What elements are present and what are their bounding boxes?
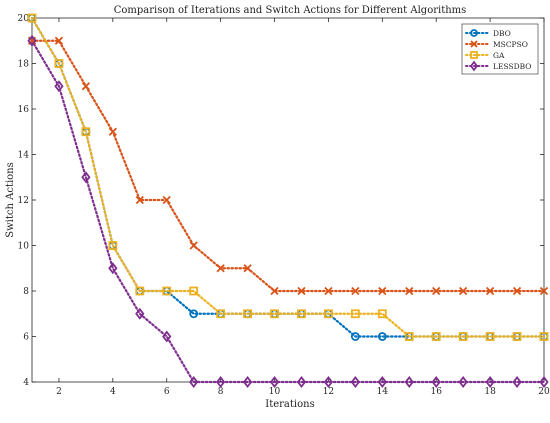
- data-point-lessdbo: [54, 80, 64, 93]
- x-tick-label: 8: [218, 387, 224, 397]
- data-point-lessdbo: [135, 307, 145, 320]
- x-tick-label: 14: [377, 387, 389, 397]
- data-point-mscpso: [108, 127, 117, 136]
- data-point-mscpso: [270, 286, 279, 296]
- data-point-ga: [458, 332, 468, 341]
- data-point-mscpso: [162, 195, 171, 205]
- legend-marker-mscpso: [470, 40, 478, 48]
- legend-label-lessdbo: LESSDBO: [493, 62, 531, 71]
- legend-label-dbo: DBO: [493, 29, 511, 38]
- legend-marker-lessdbo: [469, 60, 479, 72]
- data-point-dbo: [350, 332, 360, 341]
- data-point-ga: [539, 332, 549, 341]
- x-tick-label: 4: [110, 387, 116, 397]
- data-point-lessdbo: [269, 375, 280, 389]
- x-tick-label: 10: [269, 387, 281, 397]
- data-point-mscpso: [81, 82, 91, 91]
- legend-marker-ga: [470, 51, 478, 59]
- y-tick-label: 8: [23, 287, 29, 297]
- y-tick-label: 14: [18, 151, 30, 161]
- data-point-lessdbo: [377, 375, 387, 389]
- data-point-ga: [162, 286, 172, 296]
- data-point-mscpso: [135, 195, 144, 205]
- data-point-lessdbo: [296, 375, 307, 389]
- legend: DBO MSCPSO GA LESSDBO: [461, 23, 539, 75]
- data-point-lessdbo: [162, 330, 172, 343]
- x-tick-label: 20: [538, 387, 550, 397]
- y-tick-label: 16: [18, 105, 30, 115]
- data-point-mscpso: [539, 286, 549, 296]
- x-axis-label: Iterations: [265, 399, 314, 410]
- data-point-lessdbo: [108, 262, 118, 275]
- data-point-ga: [297, 309, 306, 319]
- x-tick-label: 12: [323, 387, 334, 397]
- y-tick-label: 12: [18, 196, 29, 206]
- data-point-dbo: [377, 332, 387, 341]
- data-point-mscpso: [216, 264, 225, 273]
- data-point-lessdbo: [485, 375, 495, 389]
- data-point-ga: [54, 59, 64, 68]
- x-tick-label: 6: [164, 387, 170, 397]
- y-axis-label: Switch Actions: [5, 162, 16, 237]
- data-point-mscpso: [189, 241, 198, 250]
- data-point-ga: [243, 309, 252, 319]
- data-point-mscpso: [512, 286, 522, 296]
- data-point-lessdbo: [242, 375, 253, 389]
- y-tick-label: 20: [18, 14, 30, 24]
- data-point-mscpso: [485, 286, 495, 296]
- data-point-ga: [324, 309, 333, 319]
- data-point-mscpso: [405, 286, 414, 296]
- data-point-lessdbo: [458, 375, 468, 389]
- data-point-lessdbo: [27, 34, 37, 47]
- data-point-mscpso: [324, 286, 333, 296]
- data-point-lessdbo: [431, 375, 441, 389]
- data-point-ga: [27, 13, 37, 23]
- x-tick-label: 2: [56, 387, 62, 397]
- y-tick-label: 6: [23, 333, 29, 343]
- data-point-mscpso: [459, 286, 468, 296]
- legend-label-ga: GA: [493, 51, 505, 60]
- data-point-lessdbo: [539, 375, 549, 389]
- data-point-ga: [270, 309, 279, 319]
- data-point-lessdbo: [350, 375, 361, 389]
- data-point-ga: [216, 309, 226, 319]
- chart-title: Comparison of Iterations and Switch Acti…: [114, 5, 467, 16]
- legend-marker-dbo: [470, 29, 478, 37]
- data-point-lessdbo: [189, 375, 199, 389]
- data-point-mscpso: [297, 286, 306, 296]
- data-point-mscpso: [54, 36, 64, 45]
- series-line-mscpso: [30, 39, 546, 293]
- data-point-mscpso: [432, 286, 441, 296]
- data-point-mscpso: [351, 286, 360, 296]
- data-point-mscpso: [378, 286, 387, 296]
- data-point-ga: [135, 286, 145, 296]
- data-point-ga: [512, 332, 522, 341]
- data-point-lessdbo: [81, 171, 91, 184]
- y-tick-label: 4: [23, 378, 29, 388]
- legend-label-mscpso: MSCPSO: [493, 40, 528, 49]
- data-point-ga: [350, 309, 360, 319]
- data-point-dbo: [189, 309, 199, 319]
- data-point-lessdbo: [215, 375, 226, 389]
- series-line-ga: [30, 16, 546, 338]
- y-tick-label: 10: [18, 242, 30, 252]
- x-tick-label: 18: [484, 387, 496, 397]
- data-point-ga: [485, 332, 495, 341]
- data-point-ga: [377, 309, 387, 319]
- data-point-mscpso: [243, 264, 252, 273]
- data-point-ga: [108, 241, 118, 250]
- data-point-ga: [81, 127, 91, 137]
- data-point-lessdbo: [323, 375, 334, 389]
- data-point-ga: [189, 286, 199, 296]
- data-point-ga: [404, 332, 414, 341]
- data-point-ga: [431, 332, 441, 341]
- y-tick-label: 18: [18, 60, 30, 70]
- data-point-lessdbo: [512, 375, 522, 389]
- x-tick-label: 16: [430, 387, 442, 397]
- data-point-lessdbo: [404, 375, 414, 389]
